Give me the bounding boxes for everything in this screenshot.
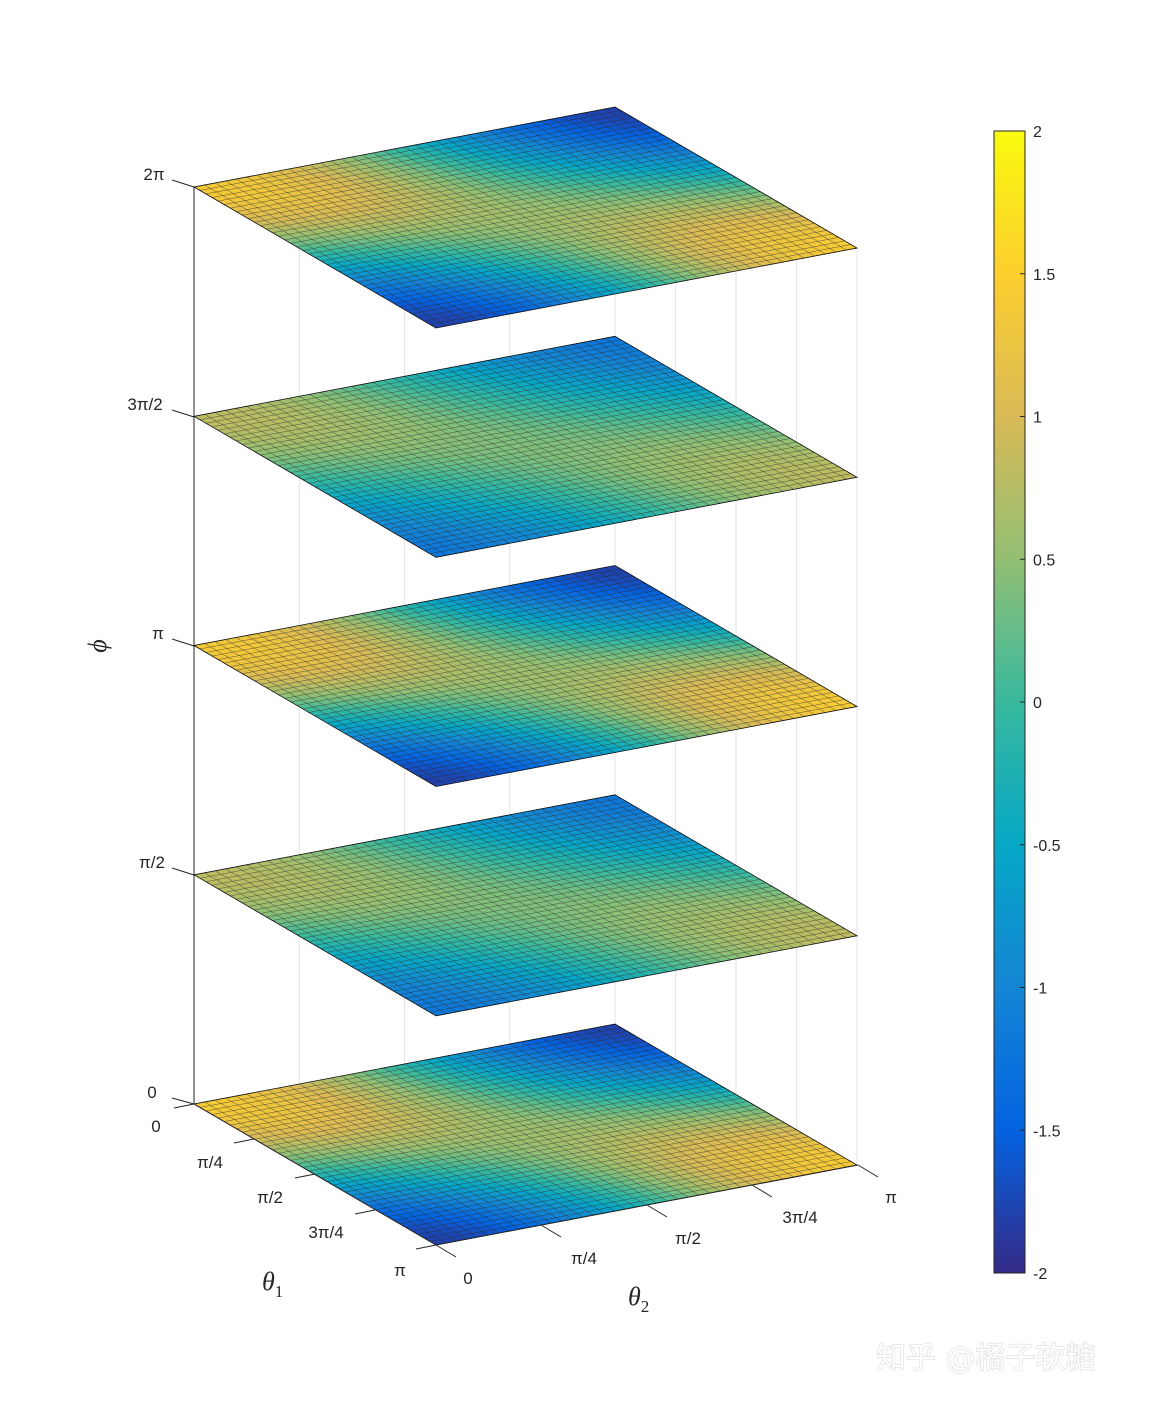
surface-layer <box>192 565 859 787</box>
surface-layers <box>192 106 859 1246</box>
surface-layer <box>192 1023 859 1246</box>
surface-layer <box>192 335 859 558</box>
surface-layer <box>192 794 859 1017</box>
